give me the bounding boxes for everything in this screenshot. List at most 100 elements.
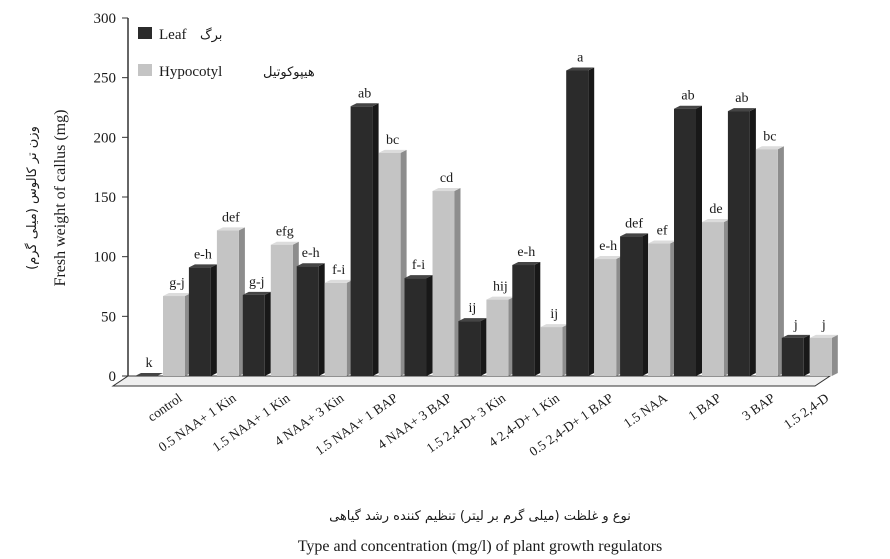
bar-significance-label: ab	[735, 91, 748, 106]
bar-front	[350, 106, 373, 376]
bar-front	[594, 259, 617, 376]
bar-side	[210, 264, 217, 376]
legend-label-leaf-fa: برگ	[200, 26, 222, 43]
legend-label-hypocotyl: Hypocotyl	[159, 64, 222, 80]
bar-top	[296, 263, 325, 267]
bar-significance-label: j	[821, 318, 826, 333]
bar-top	[350, 103, 379, 107]
bar-significance-label: efg	[276, 225, 294, 240]
bar-front	[809, 337, 832, 376]
bar-top	[163, 293, 191, 297]
bar-front	[378, 152, 401, 376]
legend-swatch-hypocotyl	[138, 64, 152, 76]
bar-top	[324, 279, 353, 283]
y-tick-label: 0	[109, 369, 117, 385]
bar-significance-label: hij	[493, 280, 508, 295]
bar-top	[755, 146, 784, 150]
bar-front	[702, 222, 724, 376]
bar-top	[216, 227, 245, 231]
bar-leaf	[781, 334, 810, 376]
bar-leaf	[458, 318, 487, 376]
bar-significance-label: k	[146, 356, 153, 371]
bar-side	[480, 318, 487, 376]
bar-top	[270, 241, 299, 245]
bar-leaf	[296, 263, 325, 376]
y-tick-label: 250	[94, 71, 117, 87]
bar-front	[781, 337, 804, 376]
bar-leaf	[512, 262, 541, 376]
y-axis-label: Fresh weight of callus (mg)	[52, 110, 69, 287]
bar-front	[648, 243, 671, 376]
x-tick-label: 1.5 NAA	[621, 390, 670, 431]
bar-front	[755, 149, 778, 376]
bar-front	[727, 111, 750, 376]
bar-hypocotyl	[755, 146, 784, 376]
y-tick-label: 100	[94, 250, 117, 266]
bar-top	[512, 262, 541, 266]
bar-significance-label: e-h	[194, 247, 212, 262]
bar-leaf	[674, 105, 702, 377]
bar-top	[648, 240, 677, 244]
legend-label-hypocotyl-fa: هیپوکوتیل	[263, 65, 315, 80]
bar-leaf	[727, 108, 756, 376]
bar-hypocotyl	[378, 149, 407, 376]
y-tick-label: 150	[94, 190, 117, 206]
bar-hypocotyl	[324, 279, 353, 376]
bar-leaf	[620, 233, 649, 376]
bar-significance-label: a	[577, 51, 584, 66]
bar-leaf	[242, 291, 271, 376]
y-tick-label: 300	[94, 11, 117, 27]
bar-side	[777, 146, 784, 376]
bar-front	[512, 265, 535, 376]
bar-hypocotyl	[486, 296, 515, 376]
bar-front	[674, 108, 696, 377]
bar-front	[135, 376, 157, 377]
legend: Leaf برگ Hypocotyl هیپوکوتیل	[138, 26, 315, 80]
bar-top	[486, 296, 515, 300]
bar-top	[809, 334, 838, 338]
bar-front	[242, 294, 265, 376]
x-tick-label: 1 BAP	[685, 390, 723, 423]
bar-significance-label: def	[625, 216, 643, 231]
bar-leaf	[350, 103, 379, 376]
bar-front	[270, 244, 293, 376]
bar-top	[674, 105, 702, 109]
bar-significance-label: j	[793, 318, 798, 333]
bar-side	[372, 103, 379, 376]
legend-swatch-leaf	[138, 27, 152, 39]
bar-hypocotyl	[540, 324, 569, 376]
x-axis-label-fa: نوع و غلظت (میلی گرم بر لیتر) تنظیم کنند…	[329, 508, 631, 524]
bar-significance-label: bc	[763, 129, 776, 144]
y-tick-label: 50	[101, 309, 116, 325]
bar-top	[432, 188, 461, 192]
bar-top	[188, 264, 217, 268]
bar-top	[702, 219, 730, 223]
bar-significance-label: f-i	[332, 263, 345, 278]
bar-significance-label: e-h	[517, 245, 535, 260]
bar-hypocotyl	[216, 227, 245, 376]
bar-front	[324, 282, 347, 376]
bar-side	[264, 291, 271, 376]
bars	[135, 67, 838, 377]
bar-front	[540, 327, 563, 376]
bar-significance-label: ab	[681, 89, 694, 104]
bar-value-labels: k g-j e-h def g-j efg e-h f-i ab bc f-i cd ij hij e-h i…	[146, 51, 826, 371]
bar-side	[696, 105, 702, 377]
floor	[111, 375, 832, 387]
bar-significance-label: ij	[550, 307, 558, 322]
bar-hypocotyl	[648, 240, 677, 376]
bar-top	[540, 324, 569, 328]
y-axis-label-fa: وزن تر کالوس (میلی گرم)	[24, 126, 40, 270]
bar-front	[188, 267, 211, 376]
bar-significance-label: ab	[358, 86, 371, 101]
bar-top	[620, 233, 649, 237]
bar-side	[588, 67, 595, 377]
bar-front	[566, 70, 589, 377]
bar-front	[620, 236, 643, 376]
bar-front	[458, 321, 481, 376]
bar-hypocotyl	[594, 256, 623, 376]
x-tick-label: 3 BAP	[739, 390, 777, 423]
bar-significance-label: g-j	[169, 276, 185, 291]
